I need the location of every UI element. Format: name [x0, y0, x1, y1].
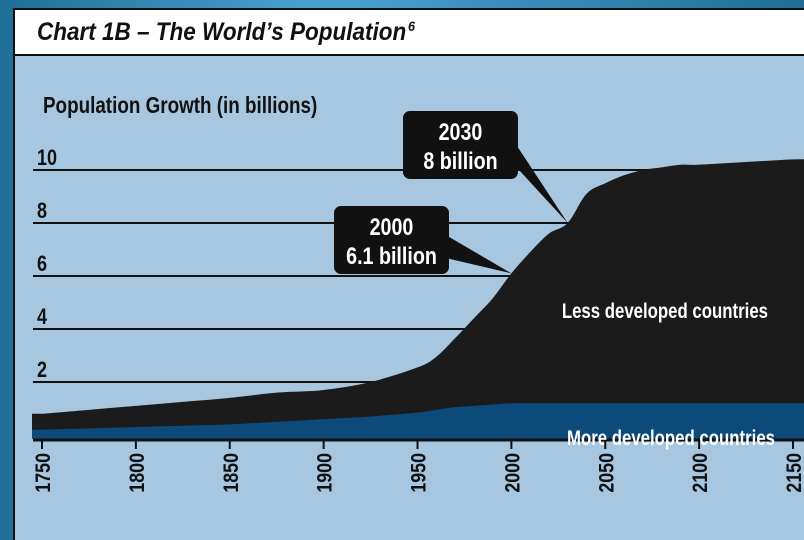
x-tick-label-1950: 1950	[407, 453, 431, 493]
callout-year-2030: 2030	[439, 118, 483, 145]
callout-box-2030	[403, 111, 518, 179]
x-tick-label-1800: 1800	[126, 453, 150, 493]
x-tick-label-1750: 1750	[32, 453, 56, 493]
series-area-more-developed	[32, 403, 804, 439]
callout-value-2030: 8 billion	[423, 147, 497, 174]
y-axis-title: Population Growth (in billions)	[43, 93, 317, 118]
callout-value-2000: 6.1 billion	[346, 242, 437, 269]
callout-pointer-2030	[512, 138, 568, 223]
series-label-more-developed: More developed countries	[567, 427, 775, 450]
y-tick-label-10: 10	[37, 146, 57, 170]
x-tick-label-2050: 2050	[595, 453, 619, 493]
title-footnote: 6	[408, 18, 416, 34]
x-tick-label-1900: 1900	[313, 453, 337, 493]
x-tick-label-2000: 2000	[501, 453, 525, 493]
series-label-less-developed: Less developed countries	[562, 300, 768, 323]
x-tick-label-2100: 2100	[689, 453, 713, 493]
chart-title: Chart 1B – The World’s Population 6	[37, 18, 415, 47]
y-tick-label-2: 2	[37, 358, 47, 382]
title-bar: Chart 1B – The World’s Population 6	[15, 10, 804, 56]
chart-figure: Chart 1B – The World’s Population 6 Popul…	[13, 8, 804, 540]
x-tick-label-1850: 1850	[219, 453, 243, 493]
callout-year-2000: 2000	[370, 213, 414, 240]
series-area-less-developed	[32, 159, 804, 439]
chart-title-text: Chart 1B – The World’s Population	[37, 18, 407, 46]
callout-box-2000	[334, 206, 449, 274]
chart-plot: Population Growth (in billions)0246810Mo…	[15, 56, 804, 540]
y-tick-label-6: 6	[37, 252, 47, 276]
y-tick-label-8: 8	[37, 199, 47, 223]
x-tick-label-2150: 2150	[783, 453, 804, 493]
y-tick-label-4: 4	[37, 305, 48, 329]
